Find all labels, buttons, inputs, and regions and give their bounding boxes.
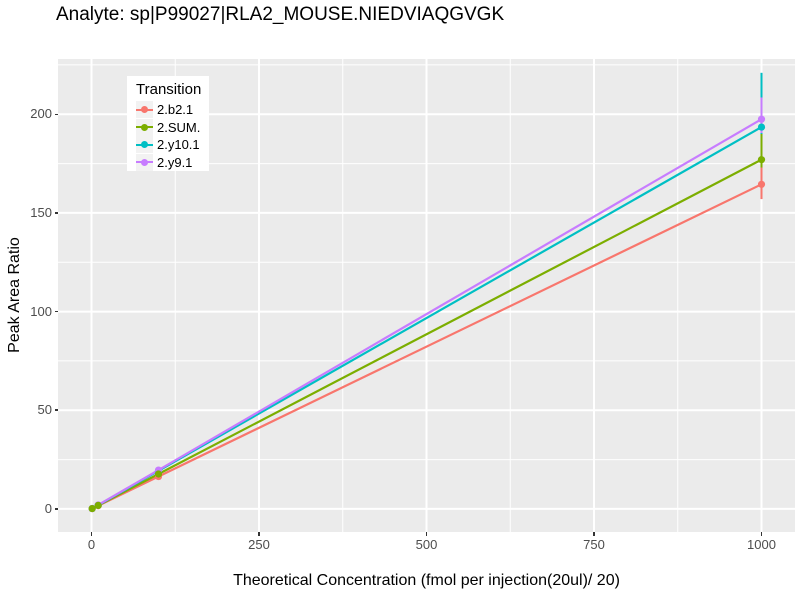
legend-items: 2.b2.1 2.SUM. 2.y10.1 2.y9.1 [127, 101, 209, 171]
y-tick-mark [54, 508, 58, 510]
data-point-2.b2.1 [757, 180, 766, 188]
legend-item-2.SUM.: 2.SUM. [136, 118, 209, 137]
legend-key-icon [136, 136, 153, 154]
x-tick-label: 1000 [747, 537, 776, 552]
legend-item-label: 2.y9.1 [157, 154, 193, 170]
x-tick-label: 500 [415, 537, 438, 552]
x-tick-mark [90, 532, 93, 536]
legend-key-icon [136, 153, 153, 171]
plot-title: Analyte: sp|P99027|RLA2_MOUSE.NIEDVIAQGV… [56, 4, 505, 25]
legend-item-2.y10.1: 2.y10.1 [136, 136, 209, 154]
data-point-2.SUM. [88, 504, 96, 513]
x-tick-label: 250 [248, 537, 270, 552]
legend-item-label: 2.SUM. [157, 119, 201, 135]
legend-item-label: 2.y10.1 [157, 137, 200, 153]
y-tick-label: 100 [30, 303, 52, 319]
legend-item-2.b2.1: 2.b2.1 [136, 101, 209, 119]
y-tick-label: 200 [30, 106, 52, 122]
data-point-2.SUM. [94, 501, 102, 509]
data-point-2.y9.1 [757, 115, 766, 123]
legend: Transition 2.b2.1 2.SUM. 2.y10.1 2.y9.1 [127, 76, 209, 171]
legend-title: Transition [136, 81, 202, 98]
y-tick-mark [54, 212, 58, 214]
y-tick-label: 150 [30, 204, 52, 220]
y-tick-label: 0 [44, 500, 52, 516]
x-tick-label: 750 [583, 537, 605, 552]
x-tick-mark [258, 532, 260, 536]
legend-item-label: 2.b2.1 [157, 102, 194, 118]
data-point-2.y10.1 [757, 123, 766, 131]
x-tick-label: 0 [87, 537, 96, 552]
x-tick-mark [760, 532, 763, 536]
y-axis-title: Peak Area Ratio [6, 237, 23, 353]
y-tick-mark [54, 113, 58, 115]
legend-item-2.y9.1: 2.y9.1 [136, 153, 209, 172]
data-point-2.SUM. [757, 156, 766, 164]
y-tick-label: 50 [37, 402, 52, 418]
y-tick-mark [54, 310, 58, 313]
x-tick-mark [425, 532, 428, 536]
y-tick-mark [54, 409, 58, 411]
x-axis-title: Theoretical Concentration (fmol per inje… [233, 572, 620, 589]
legend-key-icon [136, 118, 153, 136]
data-point-2.SUM. [154, 470, 163, 478]
legend-key-icon [136, 101, 153, 119]
x-tick-mark [593, 532, 595, 536]
